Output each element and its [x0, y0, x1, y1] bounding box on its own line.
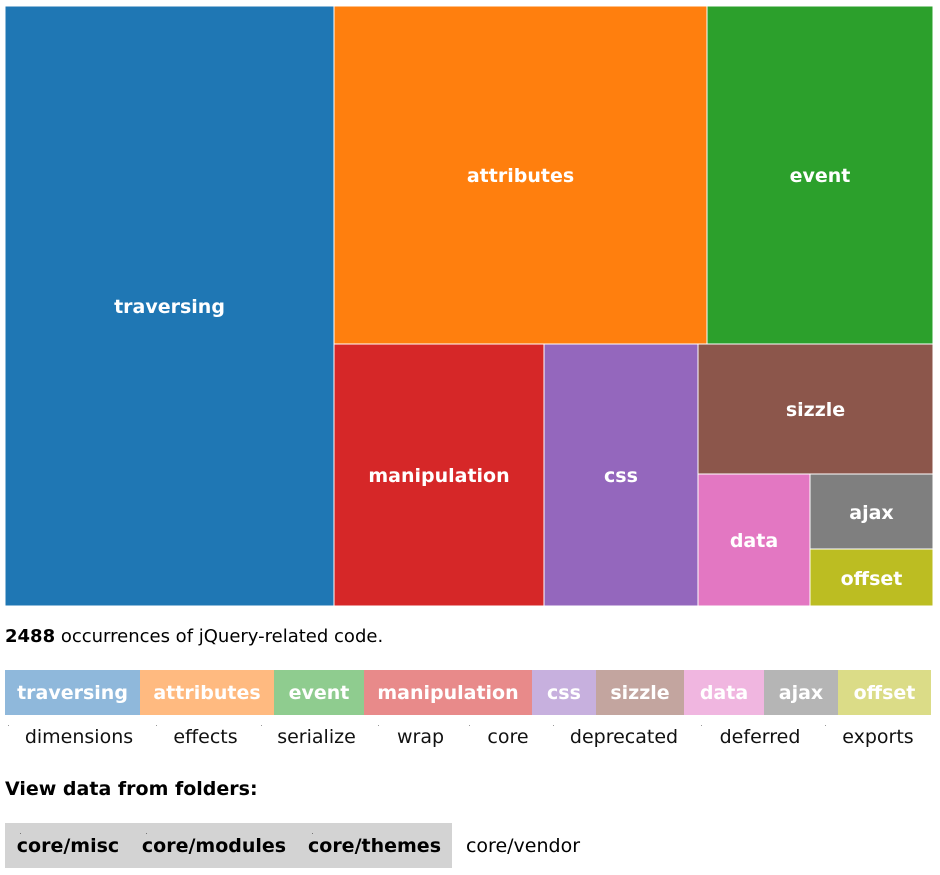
treemap-label-offset: offset [841, 568, 903, 590]
legend-chip-sizzle[interactable]: sizzle [596, 670, 684, 715]
legend-chip-exports[interactable]: exports [822, 720, 934, 754]
occurrence-summary: 2488 occurrences of jQuery-related code. [5, 626, 383, 647]
treemap-label-manipulation: manipulation [368, 465, 509, 487]
legend-chip-css[interactable]: css [532, 670, 596, 715]
legend-chip-offset[interactable]: offset [838, 670, 931, 715]
occurrence-count: 2488 [5, 626, 56, 647]
treemap: traversing attributes event manipulation css… [5, 6, 933, 606]
legend-chip-dimensions[interactable]: dimensions [5, 720, 153, 754]
legend-chip-attributes[interactable]: attributes [140, 670, 274, 715]
treemap-cell-attributes[interactable] [333, 6, 708, 345]
treemap-label-attributes: attributes [467, 165, 574, 187]
legend-chip-manipulation[interactable]: manipulation [364, 670, 532, 715]
treemap-label-event: event [790, 165, 851, 187]
treemap-cell-event[interactable] [706, 6, 933, 345]
treemap-cell-ajax[interactable] [809, 473, 933, 550]
folder-selector: core/misc core/modules core/themes core/… [5, 823, 594, 868]
treemap-cell-data[interactable] [697, 473, 811, 606]
legend-chip-effects[interactable]: effects [153, 720, 258, 754]
folder-core-modules[interactable]: core/modules [131, 823, 297, 868]
legend-active-row: traversing attributes event manipulation… [5, 670, 931, 715]
treemap-cell-manipulation[interactable] [333, 343, 545, 606]
legend-chip-deferred[interactable]: deferred [698, 720, 822, 754]
treemap-cell-offset[interactable] [809, 548, 933, 606]
treemap-label-traversing: traversing [114, 296, 225, 318]
legend-chip-serialize[interactable]: serialize [258, 720, 375, 754]
treemap-label-ajax: ajax [849, 502, 893, 524]
occurrence-text: occurrences of jQuery-related code. [55, 626, 384, 647]
legend-chip-core[interactable]: core [466, 720, 550, 754]
legend-chip-wrap[interactable]: wrap [375, 720, 466, 754]
legend-chip-data[interactable]: data [684, 670, 764, 715]
legend-chip-deprecated[interactable]: deprecated [550, 720, 698, 754]
treemap-label-css: css [604, 465, 638, 487]
legend-chip-ajax[interactable]: ajax [764, 670, 838, 715]
treemap-cell-css[interactable] [543, 343, 699, 606]
legend-chip-traversing[interactable]: traversing [5, 670, 140, 715]
treemap-label-data: data [730, 530, 778, 552]
folder-core-themes[interactable]: core/themes [297, 823, 452, 868]
legend-inactive-row: dimensions effects serialize wrap core d… [5, 720, 934, 754]
folders-heading: View data from folders: [5, 778, 258, 800]
treemap-label-sizzle: sizzle [786, 399, 845, 421]
treemap-cell-traversing[interactable] [5, 6, 335, 606]
legend-chip-event[interactable]: event [274, 670, 364, 715]
folder-core-vendor[interactable]: core/vendor [452, 823, 594, 868]
folder-core-misc[interactable]: core/misc [5, 823, 131, 868]
